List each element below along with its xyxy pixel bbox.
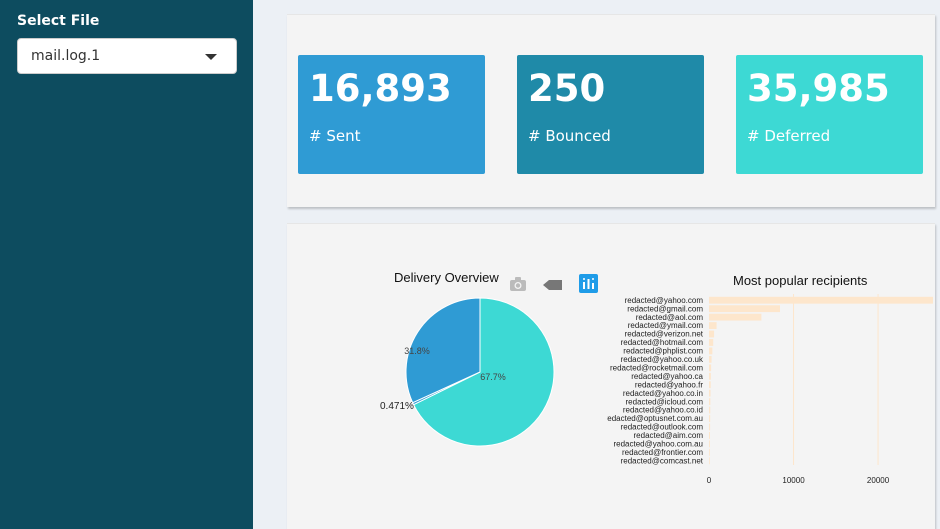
bar-category-label: redacted@phplist.com: [623, 347, 703, 356]
sidebar: Select File mail.log.1: [0, 0, 253, 529]
tag-icon[interactable]: [543, 279, 563, 291]
bar[interactable]: [709, 339, 714, 346]
bar[interactable]: [709, 355, 712, 363]
bar[interactable]: [709, 296, 933, 304]
bar[interactable]: [709, 448, 710, 456]
bar[interactable]: [709, 389, 711, 397]
bar[interactable]: [709, 457, 710, 465]
bar-category-label: redacted@optusnet.com.au: [607, 414, 703, 423]
bar-category-label: redacted@yahoo.fr: [635, 380, 703, 389]
bar[interactable]: [709, 330, 715, 338]
chevron-down-icon[interactable]: [205, 54, 217, 60]
pie-slice-label: 31.8%: [404, 346, 430, 356]
bar-chart: redacted@yahoo.comredacted@gmail.comreda…: [607, 294, 933, 485]
bar[interactable]: [709, 381, 711, 389]
deferred-count: 35,985: [747, 67, 890, 110]
bar-category-label: redacted@yahoo.co.uk: [621, 355, 704, 364]
pie-slice-label: 0.471%: [380, 401, 414, 412]
bounced-count: 250: [528, 67, 606, 110]
bar-category-label: redacted@hotmail.com: [621, 338, 704, 347]
bar-category-label: redacted@rocketmail.com: [610, 363, 703, 372]
bar[interactable]: [709, 432, 711, 439]
bar[interactable]: [709, 415, 711, 422]
file-select-value: mail.log.1: [31, 48, 101, 64]
bar-category-label: redacted@yahoo.ca: [631, 372, 703, 381]
deferred-value-box: 35,985 # Deferred: [736, 55, 923, 174]
bar[interactable]: [709, 423, 711, 431]
value-boxes-panel: 16,893 # Sent 250 # Bounced 35,985 # Def…: [287, 14, 935, 207]
bar[interactable]: [709, 406, 711, 414]
charts-panel: Delivery Overview 67.7% 0.471% 31.8% Most …: [287, 223, 935, 529]
bar-chart-title: Most popular recipients: [733, 273, 868, 288]
bar[interactable]: [709, 372, 711, 380]
pie-chart-title: Delivery Overview: [394, 270, 499, 285]
select-file-label: Select File: [17, 13, 100, 29]
bar-category-label: redacted@comcast.net: [621, 456, 704, 465]
pie-chart: 67.7% 0.471% 31.8%: [380, 297, 555, 447]
bar-category-label: redacted@gmail.com: [627, 304, 703, 313]
file-select[interactable]: mail.log.1: [17, 38, 237, 74]
bar[interactable]: [709, 440, 710, 448]
deferred-label: # Deferred: [747, 127, 831, 145]
sent-value-box: 16,893 # Sent: [298, 55, 485, 174]
bounced-value-box: 250 # Bounced: [517, 55, 704, 174]
camera-icon[interactable]: [509, 276, 527, 292]
x-tick-label: 0: [707, 476, 712, 485]
bar-category-label: redacted@aol.com: [636, 313, 704, 322]
pie-slice-label: 67.7%: [480, 372, 506, 382]
bar-category-label: redacted@outlook.com: [621, 423, 704, 432]
bar[interactable]: [709, 305, 781, 313]
bar[interactable]: [709, 364, 712, 372]
bar-category-label: redacted@aim.com: [634, 431, 704, 440]
bar-category-label: redacted@yahoo.com: [625, 296, 704, 305]
bar-category-label: redacted@yahoo.co.in: [623, 389, 703, 398]
bar[interactable]: [709, 347, 713, 355]
main-content: 16,893 # Sent 250 # Bounced 35,985 # Def…: [253, 0, 940, 529]
bar-category-label: redacted@yahoo.co.id: [623, 406, 703, 415]
bar[interactable]: [709, 322, 717, 329]
sent-count: 16,893: [309, 67, 452, 110]
bounced-label: # Bounced: [528, 127, 611, 145]
pie-slice[interactable]: [405, 297, 481, 404]
bar-category-label: redacted@frontier.com: [622, 448, 703, 457]
bar-category-label: redacted@yahoo.com.au: [613, 440, 703, 449]
bar[interactable]: [709, 313, 762, 321]
x-tick-label: 10000: [782, 476, 805, 485]
bar[interactable]: [709, 398, 711, 406]
plotly-logo-icon[interactable]: [579, 274, 598, 293]
bar-category-label: redacted@icloud.com: [626, 397, 704, 406]
sent-label: # Sent: [309, 127, 361, 145]
bar-category-label: redacted@ymail.com: [628, 321, 704, 330]
pie-slice[interactable]: [412, 297, 555, 447]
bar-category-label: redacted@verizon.net: [625, 330, 704, 339]
x-tick-label: 20000: [867, 476, 890, 485]
